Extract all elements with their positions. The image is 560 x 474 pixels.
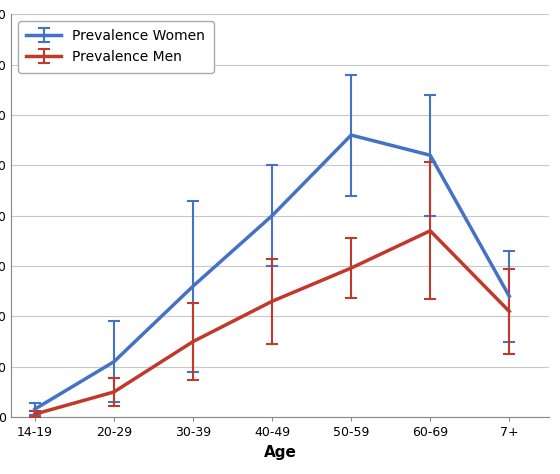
- Legend: Prevalence Women, Prevalence Men: Prevalence Women, Prevalence Men: [18, 21, 213, 73]
- X-axis label: Age: Age: [264, 445, 296, 460]
